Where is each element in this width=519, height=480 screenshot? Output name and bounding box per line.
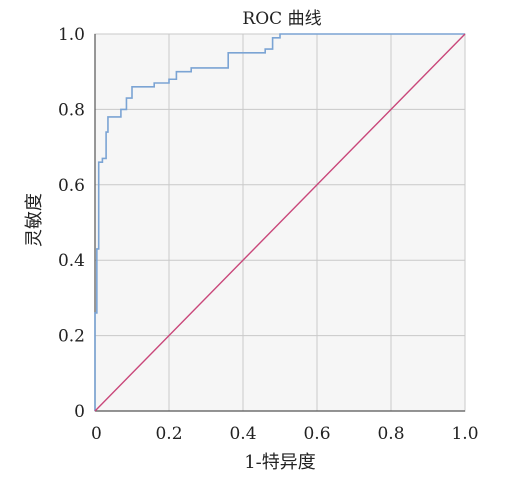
y-tick-label: 0.8 (58, 100, 85, 120)
y-tick-label: 0 (74, 402, 85, 422)
x-tick-label: 0.6 (303, 424, 330, 444)
x-axis-label: 1-特异度 (244, 452, 316, 473)
y-tick-label: 1.0 (58, 25, 85, 45)
y-axis-label: 灵敏度 (24, 193, 45, 247)
x-tick-label: 0.2 (155, 424, 182, 444)
y-tick-label: 0.2 (58, 327, 85, 347)
y-tick-label: 0.4 (58, 251, 85, 271)
x-tick-label: 0 (91, 424, 102, 444)
x-tick-label: 0.8 (377, 424, 404, 444)
y-tick-labels: 0 0.2 0.4 0.6 0.8 1.0 (58, 25, 85, 422)
reference-diagonal-line (94, 33, 466, 412)
chart-title: ROC 曲线 (242, 9, 321, 29)
x-tick-label: 1.0 (451, 424, 478, 444)
series-layer (94, 33, 466, 412)
y-tick-label: 0.6 (58, 176, 85, 196)
roc-curve-line (94, 33, 465, 411)
x-tick-label: 0.4 (229, 424, 256, 444)
x-tick-labels: 0 0.2 0.4 0.6 0.8 1.0 (91, 424, 479, 444)
